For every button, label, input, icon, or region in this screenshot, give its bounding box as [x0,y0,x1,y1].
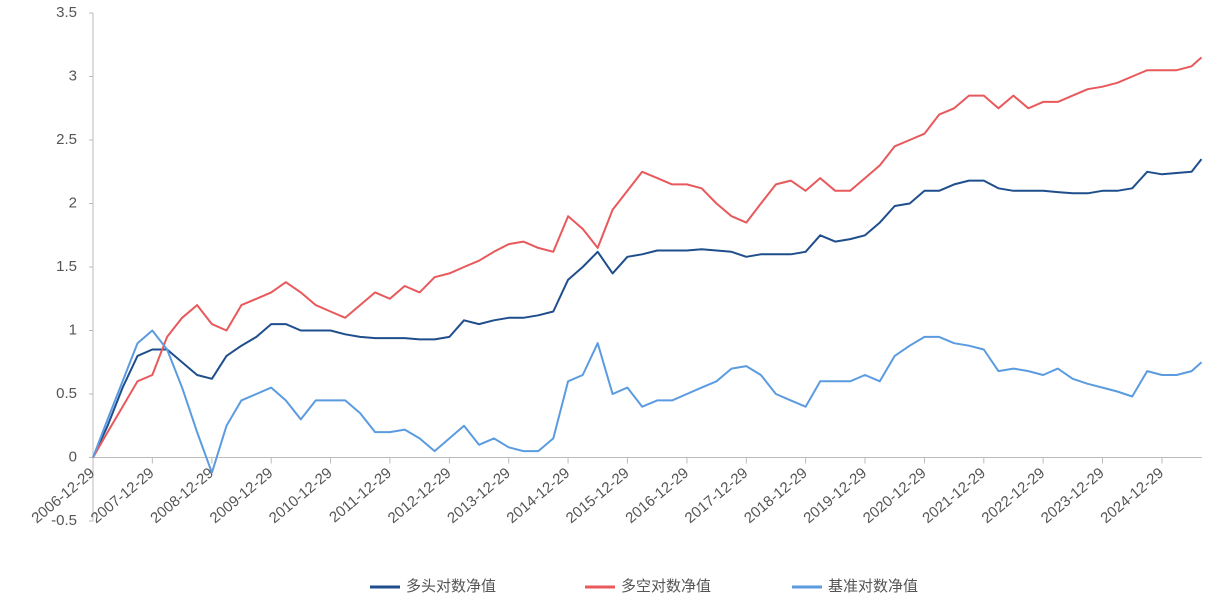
x-tick-label: 2022-12-29 [979,465,1049,527]
x-tick-label: 2011-12-29 [326,465,395,527]
x-tick-label: 2007-12-29 [88,465,158,527]
x-tick-label: 2009-12-29 [207,465,277,527]
x-tick-label: 2010-12-29 [266,465,336,527]
legend-label: 基准对数净值 [828,578,918,595]
x-tick-label: 2013-12-29 [444,465,514,527]
y-tick-label: 2 [69,194,77,211]
x-tick-label: 2015-12-29 [563,465,633,527]
y-tick-label: 2.5 [56,131,77,148]
x-tick-label: 2021-12-29 [919,465,989,527]
x-tick-label: 2020-12-29 [860,465,930,527]
y-tick-label: 0.5 [56,385,77,402]
legend-label: 多空对数净值 [621,578,711,595]
y-tick-label: 1.5 [56,258,77,275]
x-tick-label: 2019-12-29 [800,465,870,527]
series-line [92,56,1203,458]
y-tick-label: 1 [69,321,77,338]
y-tick-label: -0.5 [51,512,77,529]
y-tick-label: 3.5 [56,4,77,21]
x-tick-label: 2023-12-29 [1038,465,1108,527]
x-tick-label: 2018-12-29 [741,465,811,527]
y-tick-label: 0 [69,448,77,465]
y-tick-label: 3 [69,67,77,84]
x-tick-label: 2016-12-29 [622,465,692,527]
series-line [92,329,1203,474]
x-tick-label: 2008-12-29 [147,465,217,527]
x-tick-label: 2014-12-29 [503,465,573,527]
x-tick-label: 2017-12-29 [682,465,752,527]
x-tick-label: 2024-12-29 [1097,465,1167,527]
x-tick-label: 2012-12-29 [385,465,455,527]
legend-label: 多头对数净值 [406,578,496,595]
series-line [92,158,1203,458]
